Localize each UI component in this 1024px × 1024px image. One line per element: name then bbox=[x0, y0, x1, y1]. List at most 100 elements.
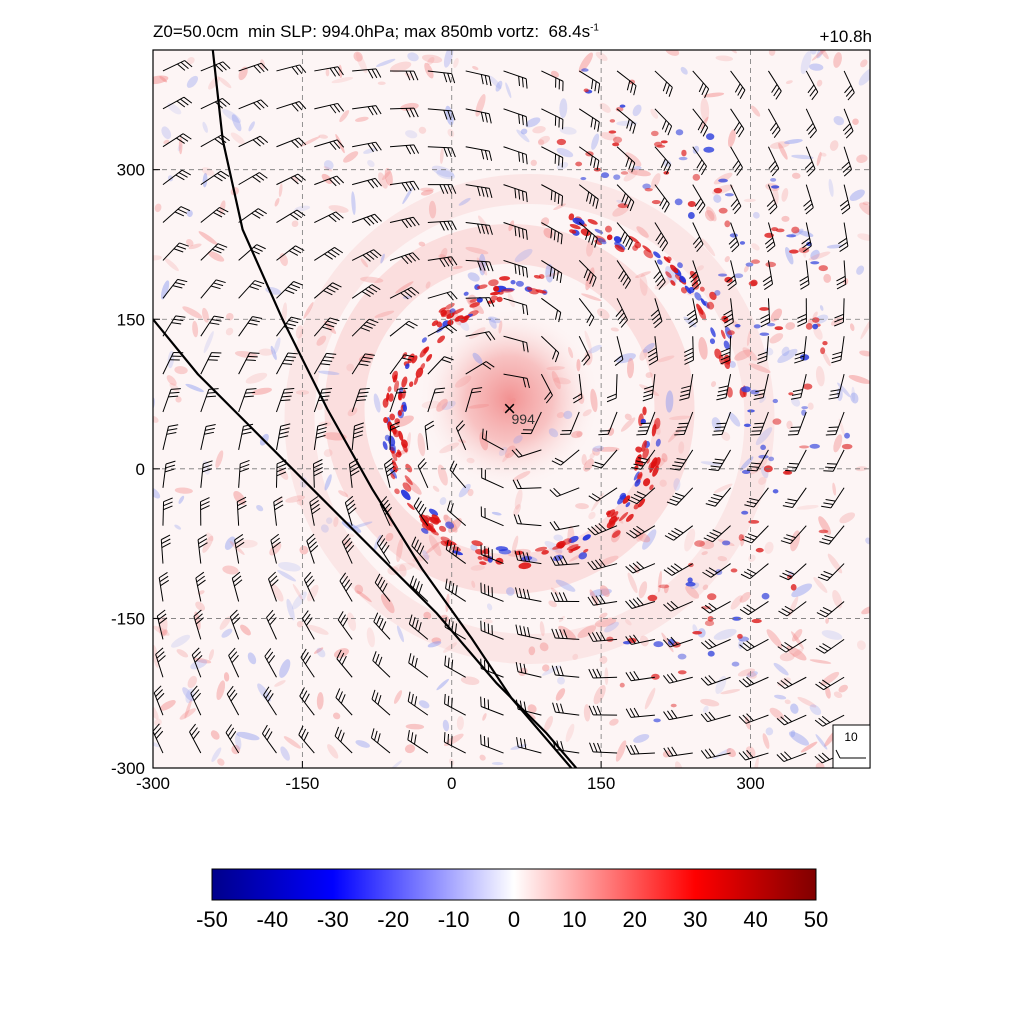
vorticity-blob bbox=[859, 202, 870, 217]
wind-barb bbox=[831, 336, 845, 364]
barb-feather bbox=[746, 713, 754, 722]
wind-barb bbox=[313, 422, 328, 450]
barb-feather bbox=[633, 85, 637, 96]
barb-feather bbox=[212, 248, 222, 254]
vorticity-blob bbox=[595, 51, 608, 62]
vorticity-blob bbox=[766, 629, 783, 648]
wind-barb bbox=[778, 601, 807, 617]
barb-shaft bbox=[389, 252, 413, 261]
vorticity-cell bbox=[810, 261, 820, 265]
barb-feather bbox=[205, 424, 216, 427]
barb-feather bbox=[551, 628, 556, 639]
barb-feather bbox=[549, 489, 558, 497]
barb-feather bbox=[176, 100, 186, 108]
vorticity-cell bbox=[580, 176, 587, 181]
wind-barb bbox=[627, 487, 656, 505]
barb-feather bbox=[819, 609, 830, 615]
vorticity-cell bbox=[397, 449, 402, 456]
barb-feather bbox=[708, 638, 717, 647]
vorticity-cell bbox=[390, 473, 395, 480]
barb-feather bbox=[626, 80, 631, 91]
barb-feather bbox=[742, 538, 752, 544]
barb-feather bbox=[448, 324, 458, 332]
vorticity-blob bbox=[482, 619, 493, 624]
vorticity-cell bbox=[383, 417, 389, 424]
barb-feather bbox=[823, 470, 834, 472]
barb-feather bbox=[455, 546, 459, 557]
barb-feather bbox=[282, 363, 293, 365]
wind-barb bbox=[276, 352, 298, 375]
barb-feather bbox=[278, 435, 289, 439]
barb-feather bbox=[192, 730, 200, 740]
vorticity-blob bbox=[439, 497, 447, 506]
vorticity-blob bbox=[588, 511, 596, 520]
vorticity-blob bbox=[650, 108, 659, 119]
vorticity-blob bbox=[427, 57, 435, 65]
wind-barb bbox=[726, 260, 737, 291]
vorticity-blob bbox=[578, 52, 593, 73]
barb-shaft bbox=[616, 146, 636, 164]
vorticity-cell bbox=[605, 225, 612, 233]
barb-feather bbox=[814, 755, 823, 764]
vorticity-blob bbox=[154, 203, 162, 213]
wind-barb bbox=[153, 723, 164, 754]
barb-feather bbox=[214, 245, 225, 251]
barb-feather bbox=[632, 598, 640, 607]
barb-shaft bbox=[303, 579, 315, 602]
barb-feather bbox=[690, 275, 699, 283]
barb-feather bbox=[193, 609, 202, 617]
wind-barb bbox=[162, 133, 192, 148]
barb-feather bbox=[483, 735, 486, 746]
barb-feather bbox=[671, 530, 681, 536]
barb-feather bbox=[371, 689, 376, 700]
barb-feather bbox=[581, 353, 589, 363]
vorticity-cell bbox=[699, 286, 705, 292]
barb-feather bbox=[451, 621, 454, 632]
wind-barb bbox=[352, 177, 382, 189]
vorticity-blob bbox=[837, 382, 851, 398]
barb-feather bbox=[834, 313, 844, 319]
barb-feather bbox=[337, 611, 344, 621]
barb-feather bbox=[839, 199, 849, 207]
barb-feather bbox=[221, 134, 230, 142]
barb-feather bbox=[674, 461, 685, 464]
barb-feather bbox=[163, 501, 173, 507]
wind-barb bbox=[516, 737, 542, 754]
vorticity-blob bbox=[182, 687, 195, 702]
barb-feather bbox=[320, 363, 331, 366]
wind-barb bbox=[193, 609, 205, 640]
barb-feather bbox=[304, 613, 311, 623]
barb-feather bbox=[562, 592, 568, 602]
barb-feather bbox=[484, 112, 488, 123]
vorticity-blob bbox=[711, 381, 717, 387]
vorticity-cell bbox=[642, 448, 649, 460]
vorticity-blob bbox=[187, 675, 198, 689]
wind-barb bbox=[703, 525, 731, 543]
wind-barb bbox=[373, 612, 391, 640]
vorticity-cell bbox=[677, 262, 683, 269]
barb-feather bbox=[363, 324, 373, 329]
barb-shaft bbox=[162, 96, 185, 110]
barb-feather bbox=[648, 359, 658, 366]
vorticity-cell bbox=[798, 445, 810, 449]
vorticity-blob bbox=[174, 524, 182, 530]
vorticity-blob bbox=[645, 372, 653, 379]
barb-feather bbox=[447, 73, 452, 83]
barb-feather bbox=[213, 212, 223, 218]
vorticity-blob bbox=[508, 220, 515, 232]
barb-feather bbox=[154, 727, 162, 736]
vorticity-cell bbox=[700, 298, 706, 306]
vorticity-blob bbox=[781, 346, 790, 357]
barb-feather bbox=[155, 647, 164, 655]
colorbar-tick-label: -50 bbox=[196, 907, 228, 932]
colorbar-tick-label: -30 bbox=[317, 907, 349, 932]
barb-feather bbox=[712, 433, 723, 436]
wind-barb bbox=[299, 687, 315, 716]
wind-barb bbox=[541, 297, 562, 323]
barb-feather bbox=[654, 320, 663, 329]
vorticity-blob bbox=[786, 645, 807, 661]
barb-feather bbox=[799, 279, 809, 286]
barb-feather bbox=[390, 421, 400, 427]
barb-feather bbox=[716, 397, 727, 401]
barb-shaft bbox=[784, 676, 807, 689]
